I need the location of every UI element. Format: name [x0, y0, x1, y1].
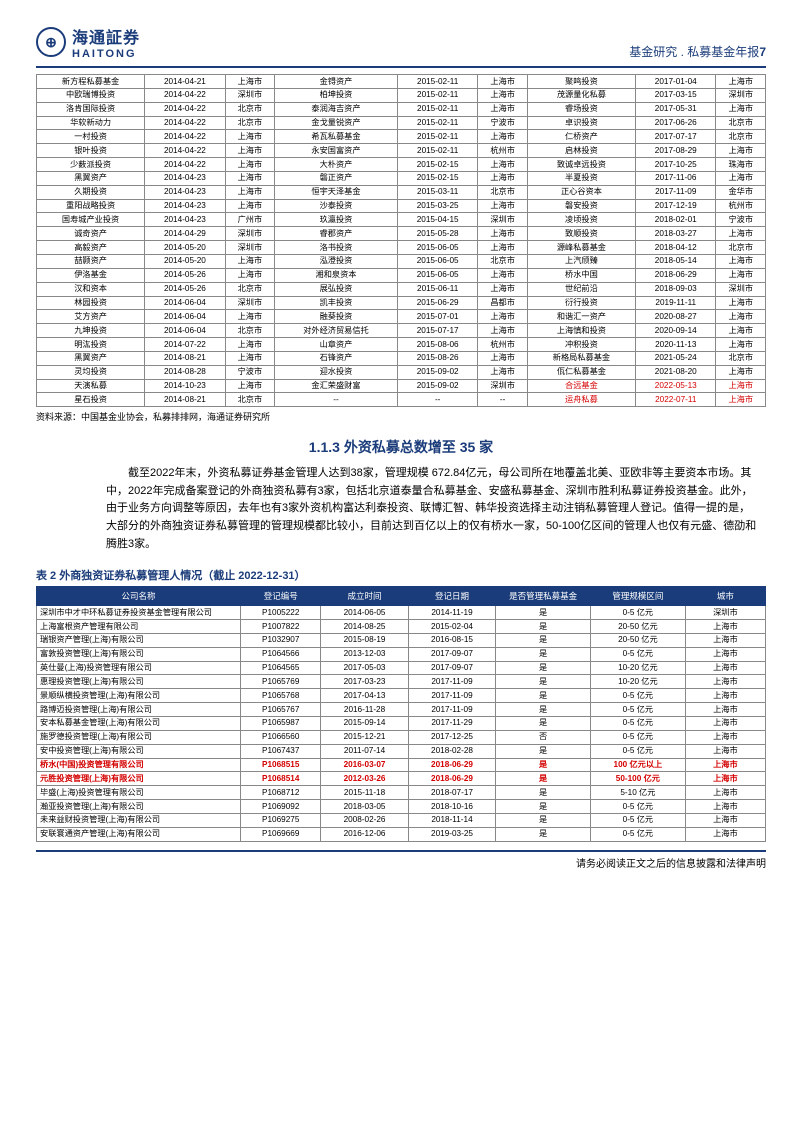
- table-row: 安联寰通资产管理(上海)有限公司P10696692016-12-062019-0…: [37, 827, 766, 841]
- table-row: 少薮派投资2014-04-22上海市大朴资产2015-02-15上海市致诚卓远投…: [37, 158, 766, 172]
- table-row: 富敦投资管理(上海)有限公司P10645662013-12-032017-09-…: [37, 647, 766, 661]
- table1-source: 资料来源：中国基金业协会，私募排排网，海通证券研究所: [36, 410, 766, 423]
- table-row: 惠理投资管理(上海)有限公司P10657692017-03-232017-11-…: [37, 675, 766, 689]
- table-row: 毕盛(上海)投资管理有限公司P10687122015-11-182018-07-…: [37, 786, 766, 800]
- table-row: 高毅资产2014-05-20深圳市洛书投资2015-06-05上海市源峰私募基金…: [37, 241, 766, 255]
- section-body: 截至2022年末，外资私募证券基金管理人达到38家，管理规模 672.84亿元，…: [36, 465, 766, 553]
- table-row: 瀚亚投资管理(上海)有限公司P10690922018-03-052018-10-…: [37, 800, 766, 814]
- logo: ⊕ 海通証券 HAITONG: [36, 24, 140, 60]
- table-row: 未来益财投资管理(上海)有限公司P10692752008-02-262018-1…: [37, 813, 766, 827]
- table-row: 天演私募2014-10-23上海市金汇荣盛财富2015-09-02深圳市合远基金…: [37, 379, 766, 393]
- table-row: 重阳战略投资2014-04-23上海市沙泰投资2015-03-25上海市磐安投资…: [37, 199, 766, 213]
- table-row: 喆颢资产2014-05-20上海市泓澄投资2015-06-05北京市上汽颀臻20…: [37, 254, 766, 268]
- table-row: 安中投资管理(上海)有限公司P10674372011-07-142018-02-…: [37, 744, 766, 758]
- table-row: 黑翼资产2014-04-23上海市磐正资产2015-02-15上海市半夏投资20…: [37, 171, 766, 185]
- section-title: 1.1.3 外资私募总数增至 35 家: [36, 437, 766, 457]
- table-row: 银叶投资2014-04-22上海市永安国富资产2015-02-11杭州市启林投资…: [37, 144, 766, 158]
- table-row: 星石投资2014-08-21北京市------运舟私募2022-07-11上海市: [37, 393, 766, 407]
- table-row: 上海富根资产管理有限公司P10078222014-08-252015-02-04…: [37, 620, 766, 634]
- table-row: 一村投资2014-04-22上海市希瓦私募基金2015-02-11上海市仁桥资产…: [37, 130, 766, 144]
- table-row: 艾方资产2014-06-04上海市融葵投资2015-07-01上海市和谐汇一资产…: [37, 310, 766, 324]
- header-category: 基金研究 . 私募基金年报7: [629, 43, 766, 60]
- table-row: 施罗德投资管理(上海)有限公司P10665602015-12-212017-12…: [37, 730, 766, 744]
- table-row: 路博迈投资管理(上海)有限公司P10657672016-11-282017-11…: [37, 703, 766, 717]
- table-row: 深圳市中才中环私募证券投资基金管理有限公司P10052222014-06-052…: [37, 606, 766, 620]
- table-row: 林园投资2014-06-04深圳市凯丰投资2015-06-29昌都市衍行投资20…: [37, 296, 766, 310]
- table-row: 诚奇资产2014-04-29深圳市睿郡资产2015-05-28上海市致顺投资20…: [37, 227, 766, 241]
- haitong-logo-icon: ⊕: [36, 27, 66, 57]
- table-row: 新方程私募基金2014-04-21上海市金锝资产2015-02-11上海市聚鸣投…: [37, 75, 766, 89]
- table-row: 瑞银资产管理(上海)有限公司P10329072015-08-192016-08-…: [37, 633, 766, 647]
- table-row: 黑翼资产2014-08-21上海市石锋资产2015-08-26上海市新格局私募基…: [37, 351, 766, 365]
- table-row: 华软新动力2014-04-22北京市金戈量锐资产2015-02-11宁波市卓识投…: [37, 116, 766, 130]
- table-row: 洛肯国际投资2014-04-22北京市泰润海吉资产2015-02-11上海市睿场…: [37, 102, 766, 116]
- table-row: 景顺纵横投资管理(上海)有限公司P10657682017-04-132017-1…: [37, 689, 766, 703]
- table-row: 汉和资本2014-05-26北京市展弘投资2015-06-11上海市世纪前沿20…: [37, 282, 766, 296]
- table-fund-list: 新方程私募基金2014-04-21上海市金锝资产2015-02-11上海市聚鸣投…: [36, 74, 766, 407]
- table-row: 中欧瑞博投资2014-04-22深圳市柏坤投资2015-02-11上海市茂源量化…: [37, 88, 766, 102]
- table-header-row: 公司名称登记编号成立时间登记日期是否管理私募基金管理规模区间城市: [37, 587, 766, 606]
- table-row: 英仕曼(上海)投资管理有限公司P10645652017-05-032017-09…: [37, 661, 766, 675]
- footer-disclaimer: 请务必阅读正文之后的信息披露和法律声明: [36, 850, 766, 870]
- table-row: 灵均投资2014-08-28宁波市迎水投资2015-09-02上海市佤仁私募基金…: [37, 365, 766, 379]
- page-header: ⊕ 海通証券 HAITONG 基金研究 . 私募基金年报7: [36, 24, 766, 68]
- table-row: 伊洛基金2014-05-26上海市湘和泉资本2015-06-05上海市桥水中国2…: [37, 268, 766, 282]
- table-row: 国寿城产业投资2014-04-23广州市玖瀛投资2015-04-15深圳市凌顷投…: [37, 213, 766, 227]
- table-row: 元胜投资管理(上海)有限公司P10685142012-03-262018-06-…: [37, 772, 766, 786]
- table-row: 桥水(中国)投资管理有限公司P10685152016-03-072018-06-…: [37, 758, 766, 772]
- logo-en: HAITONG: [72, 48, 140, 60]
- table-foreign-funds: 公司名称登记编号成立时间登记日期是否管理私募基金管理规模区间城市深圳市中才中环私…: [36, 586, 766, 841]
- table2-title: 表 2 外商独资证券私募管理人情况（截止 2022-12-31）: [36, 567, 766, 583]
- logo-cn: 海通証券: [72, 24, 140, 48]
- table-row: 久期投资2014-04-23上海市恒宇天泽基金2015-03-11北京市正心谷资…: [37, 185, 766, 199]
- table-row: 明汯投资2014-07-22上海市山章资产2015-08-06杭州市冲积投资20…: [37, 338, 766, 352]
- table-row: 安本私募基金管理(上海)有限公司P10659872015-09-142017-1…: [37, 716, 766, 730]
- table-row: 九坤投资2014-06-04北京市对外经济贸易信托2015-07-17上海市上海…: [37, 324, 766, 338]
